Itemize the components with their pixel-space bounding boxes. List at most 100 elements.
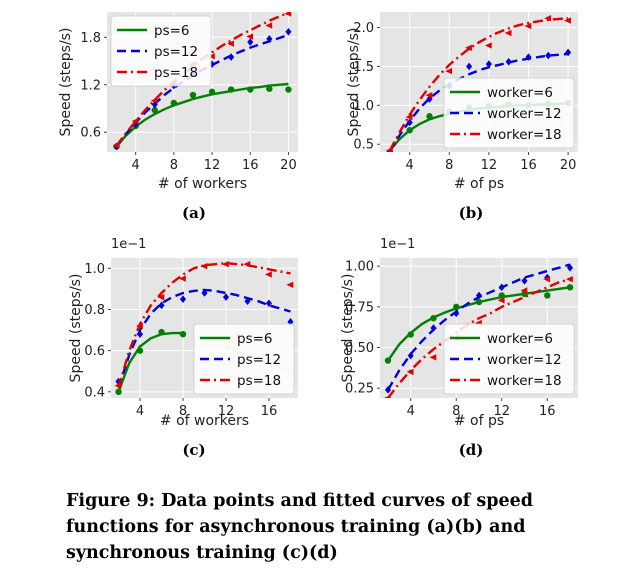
data-point — [498, 283, 505, 292]
data-point — [445, 67, 453, 75]
data-point — [287, 318, 294, 326]
legend-label: ps=18 — [237, 373, 281, 389]
x-tick-label: 12 — [493, 404, 510, 419]
data-point — [179, 295, 187, 303]
data-point — [150, 97, 158, 104]
x-tick-label: 8 — [170, 158, 178, 173]
data-point — [221, 260, 229, 268]
data-point — [407, 331, 414, 338]
data-point — [170, 99, 178, 107]
legend: ps=6 ps=12 ps=18 — [193, 323, 295, 395]
subfigure-label: (c) — [182, 441, 205, 459]
legend-label: ps=12 — [237, 352, 281, 368]
data-point — [157, 293, 165, 301]
x-tick-label: 16 — [520, 158, 537, 173]
data-point — [246, 33, 254, 40]
data-point — [384, 357, 392, 364]
legend-label: worker=6 — [487, 85, 553, 101]
y-tick-label: 1.00 — [345, 260, 374, 275]
series-line-worker=12 — [388, 52, 569, 152]
data-point — [158, 328, 165, 336]
data-point — [525, 53, 532, 61]
data-point — [243, 260, 251, 268]
data-point — [136, 330, 144, 338]
data-point — [465, 44, 472, 51]
subfigure-label: (a) — [182, 204, 206, 222]
x-tick-label: 16 — [539, 404, 556, 419]
legend: worker=6 worker=12 worker=18 — [443, 77, 575, 149]
data-point — [189, 91, 197, 99]
chart-panel-a: 4 8 12 16 20 0.6 1.2 1.8 # of workers Speed (step… — [58, 12, 298, 222]
y-tick-label: 1.0 — [84, 262, 105, 277]
data-point — [544, 15, 552, 22]
x-tick-label: 8 — [452, 404, 460, 419]
data-point — [406, 127, 413, 134]
y-axis-label: Speed (steps/s) — [58, 28, 74, 137]
x-tick-label: 4 — [407, 404, 415, 419]
legend-label: worker=12 — [487, 352, 562, 368]
x-tick-label: 20 — [280, 158, 297, 173]
data-point — [264, 271, 272, 278]
data-point — [430, 315, 437, 322]
legend-box — [193, 323, 295, 395]
x-tick-label: 4 — [136, 404, 144, 419]
x-axis-label: # of workers — [158, 176, 247, 192]
data-point — [208, 53, 215, 60]
data-point — [208, 88, 216, 96]
y-tick-label: 1.5 — [353, 60, 374, 75]
figure-9: 4 8 12 16 20 0.6 1.2 1.8 # of workers Speed (step… — [58, 12, 578, 459]
y-tick-label: 1.0 — [353, 99, 374, 114]
x-axis-label: # of ps — [454, 413, 504, 429]
x-tick-label: 20 — [560, 158, 577, 173]
data-point — [112, 142, 120, 149]
data-point — [222, 293, 230, 301]
legend: ps=6 ps=12 ps=18 — [110, 15, 212, 87]
y-tick-label: 0.8 — [84, 303, 105, 318]
data-point — [227, 86, 235, 93]
legend-label: ps=6 — [237, 331, 273, 347]
data-point — [566, 263, 574, 272]
y-tick-label: 0.6 — [84, 344, 105, 359]
data-point — [266, 35, 273, 43]
data-point — [406, 368, 414, 376]
series-line-ps=6 — [117, 331, 183, 393]
data-point — [466, 62, 473, 71]
x-tick-label: 16 — [261, 404, 278, 419]
x-tick-label: 12 — [481, 158, 498, 173]
data-point — [565, 48, 572, 57]
data-point — [385, 147, 393, 152]
data-point — [497, 297, 505, 304]
legend-box — [443, 77, 575, 149]
data-point — [505, 57, 512, 66]
figure-caption: Figure 9: Data points and fitted curves … — [66, 491, 534, 563]
data-point — [453, 303, 460, 311]
data-point — [179, 330, 187, 338]
x-tick-label: 8 — [179, 404, 187, 419]
data-point — [429, 354, 437, 361]
data-point — [405, 113, 413, 121]
legend-label: ps=12 — [154, 44, 198, 60]
y-tick-label: 0.75 — [345, 300, 374, 315]
data-point — [426, 95, 433, 103]
data-point — [200, 263, 208, 270]
x-axis-label: # of ps — [454, 176, 504, 192]
data-point — [383, 394, 391, 398]
y-tick-label: 0.5 — [353, 138, 374, 153]
y-axis-label: Speed (steps/s) — [340, 274, 356, 383]
y-axis-label: Speed (steps/s) — [68, 274, 84, 383]
data-point — [228, 53, 235, 61]
data-point — [265, 299, 273, 308]
data-point — [115, 388, 122, 396]
data-point — [151, 106, 158, 114]
chart-panel-b: 4 8 12 16 20 0.5 1.0 1.5 2.0 # of ps Speed (steps/… — [346, 12, 578, 222]
legend-box — [443, 323, 575, 395]
data-point — [285, 86, 292, 93]
data-point — [524, 22, 532, 30]
data-point — [179, 275, 186, 282]
data-point — [286, 281, 294, 288]
legend-label: worker=18 — [487, 373, 562, 389]
data-point — [227, 40, 234, 47]
x-tick-label: 4 — [132, 158, 140, 173]
legend-label: ps=18 — [154, 65, 198, 81]
x-tick-label: 12 — [204, 158, 221, 173]
